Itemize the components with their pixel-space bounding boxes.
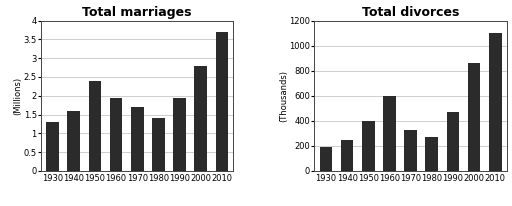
Bar bbox=[362, 121, 375, 171]
Title: Total divorces: Total divorces bbox=[362, 6, 459, 19]
Bar bbox=[489, 33, 502, 171]
Bar bbox=[46, 122, 59, 171]
Bar bbox=[216, 32, 228, 171]
Bar bbox=[131, 107, 143, 171]
Bar bbox=[468, 63, 480, 171]
Bar bbox=[173, 98, 186, 171]
Bar bbox=[89, 81, 101, 171]
Bar bbox=[195, 66, 207, 171]
Bar bbox=[383, 96, 396, 171]
Bar bbox=[425, 137, 438, 171]
Bar bbox=[110, 98, 122, 171]
Y-axis label: (Millions): (Millions) bbox=[13, 77, 22, 115]
Bar bbox=[68, 111, 80, 171]
Bar bbox=[446, 112, 459, 171]
Bar bbox=[341, 140, 353, 171]
Y-axis label: (Thousands): (Thousands) bbox=[279, 70, 288, 122]
Bar bbox=[319, 147, 332, 171]
Title: Total marriages: Total marriages bbox=[82, 6, 192, 19]
Bar bbox=[152, 118, 165, 171]
Bar bbox=[404, 130, 417, 171]
